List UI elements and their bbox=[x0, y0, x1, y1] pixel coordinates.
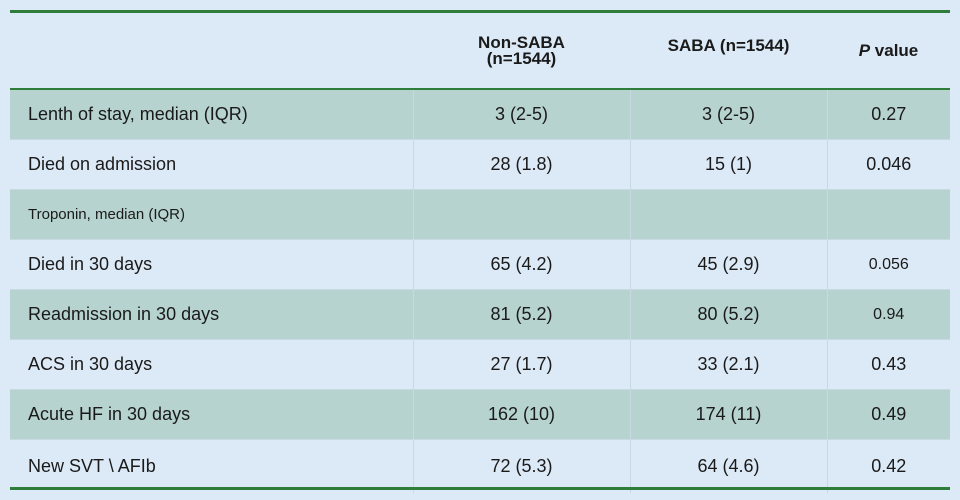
header-empty bbox=[10, 13, 413, 90]
cell-non-saba: 27 (1.7) bbox=[413, 339, 631, 390]
table-row: Readmission in 30 days 81 (5.2) 80 (5.2)… bbox=[10, 289, 950, 340]
cell-non-saba: 162 (10) bbox=[413, 389, 631, 440]
header-non-saba-line2: (n=1544) bbox=[486, 48, 557, 68]
header-saba: SABA (n=1544) bbox=[630, 13, 827, 90]
outcomes-table-frame: Non-SABA (n=1544) SABA (n=1544) P value … bbox=[10, 10, 950, 493]
top-rule bbox=[10, 10, 950, 13]
cell-non-saba: 65 (4.2) bbox=[413, 239, 631, 290]
cell-p-value: 0.27 bbox=[827, 88, 950, 140]
cell-non-saba bbox=[413, 189, 631, 240]
table-row: Died on admission 28 (1.8) 15 (1) 0.046 bbox=[10, 139, 950, 190]
row-label: Died on admission bbox=[10, 139, 414, 190]
outcomes-table: Non-SABA (n=1544) SABA (n=1544) P value … bbox=[10, 13, 950, 493]
cell-p-value: 0.42 bbox=[827, 439, 950, 493]
cell-saba: 80 (5.2) bbox=[630, 289, 828, 340]
table-row: New SVT \ AFIb 72 (5.3) 64 (4.6) 0.42 bbox=[10, 439, 950, 493]
cell-p-value: 0.49 bbox=[827, 389, 950, 440]
row-label: Readmission in 30 days bbox=[10, 289, 414, 340]
cell-non-saba: 28 (1.8) bbox=[413, 139, 631, 190]
cell-saba: 174 (11) bbox=[630, 389, 828, 440]
table-row: Died in 30 days 65 (4.2) 45 (2.9) 0.056 bbox=[10, 239, 950, 290]
table-row: Troponin, median (IQR) bbox=[10, 189, 950, 240]
header-p-italic: P bbox=[858, 40, 871, 60]
header-non-saba: Non-SABA (n=1544) bbox=[413, 13, 630, 90]
header-non-saba-line1: Non-SABA bbox=[478, 32, 565, 52]
row-label: Lenth of stay, median (IQR) bbox=[10, 88, 414, 140]
cell-p-value bbox=[827, 189, 950, 240]
header-row: Non-SABA (n=1544) SABA (n=1544) P value bbox=[10, 13, 950, 90]
cell-saba: 33 (2.1) bbox=[630, 339, 828, 390]
cell-p-value: 0.046 bbox=[827, 139, 950, 190]
bottom-rule bbox=[10, 487, 950, 490]
cell-saba: 64 (4.6) bbox=[630, 439, 828, 493]
row-label: Died in 30 days bbox=[10, 239, 414, 290]
header-p-rest: value bbox=[870, 40, 919, 60]
cell-saba: 45 (2.9) bbox=[630, 239, 828, 290]
cell-saba: 3 (2-5) bbox=[630, 88, 828, 140]
cell-non-saba: 72 (5.3) bbox=[413, 439, 631, 493]
row-label: New SVT \ AFIb bbox=[10, 439, 414, 493]
table-row: Acute HF in 30 days 162 (10) 174 (11) 0.… bbox=[10, 389, 950, 440]
row-label: Acute HF in 30 days bbox=[10, 389, 414, 440]
row-label: Troponin, median (IQR) bbox=[10, 189, 414, 240]
table-row: Lenth of stay, median (IQR) 3 (2-5) 3 (2… bbox=[10, 88, 950, 140]
cell-p-value: 0.056 bbox=[827, 239, 950, 290]
cell-p-value: 0.43 bbox=[827, 339, 950, 390]
header-p-value: P value bbox=[827, 13, 950, 90]
cell-non-saba: 3 (2-5) bbox=[413, 88, 631, 140]
cell-p-value: 0.94 bbox=[827, 289, 950, 340]
table-row: ACS in 30 days 27 (1.7) 33 (2.1) 0.43 bbox=[10, 339, 950, 390]
cell-saba bbox=[630, 189, 828, 240]
cell-non-saba: 81 (5.2) bbox=[413, 289, 631, 340]
row-label: ACS in 30 days bbox=[10, 339, 414, 390]
cell-saba: 15 (1) bbox=[630, 139, 828, 190]
